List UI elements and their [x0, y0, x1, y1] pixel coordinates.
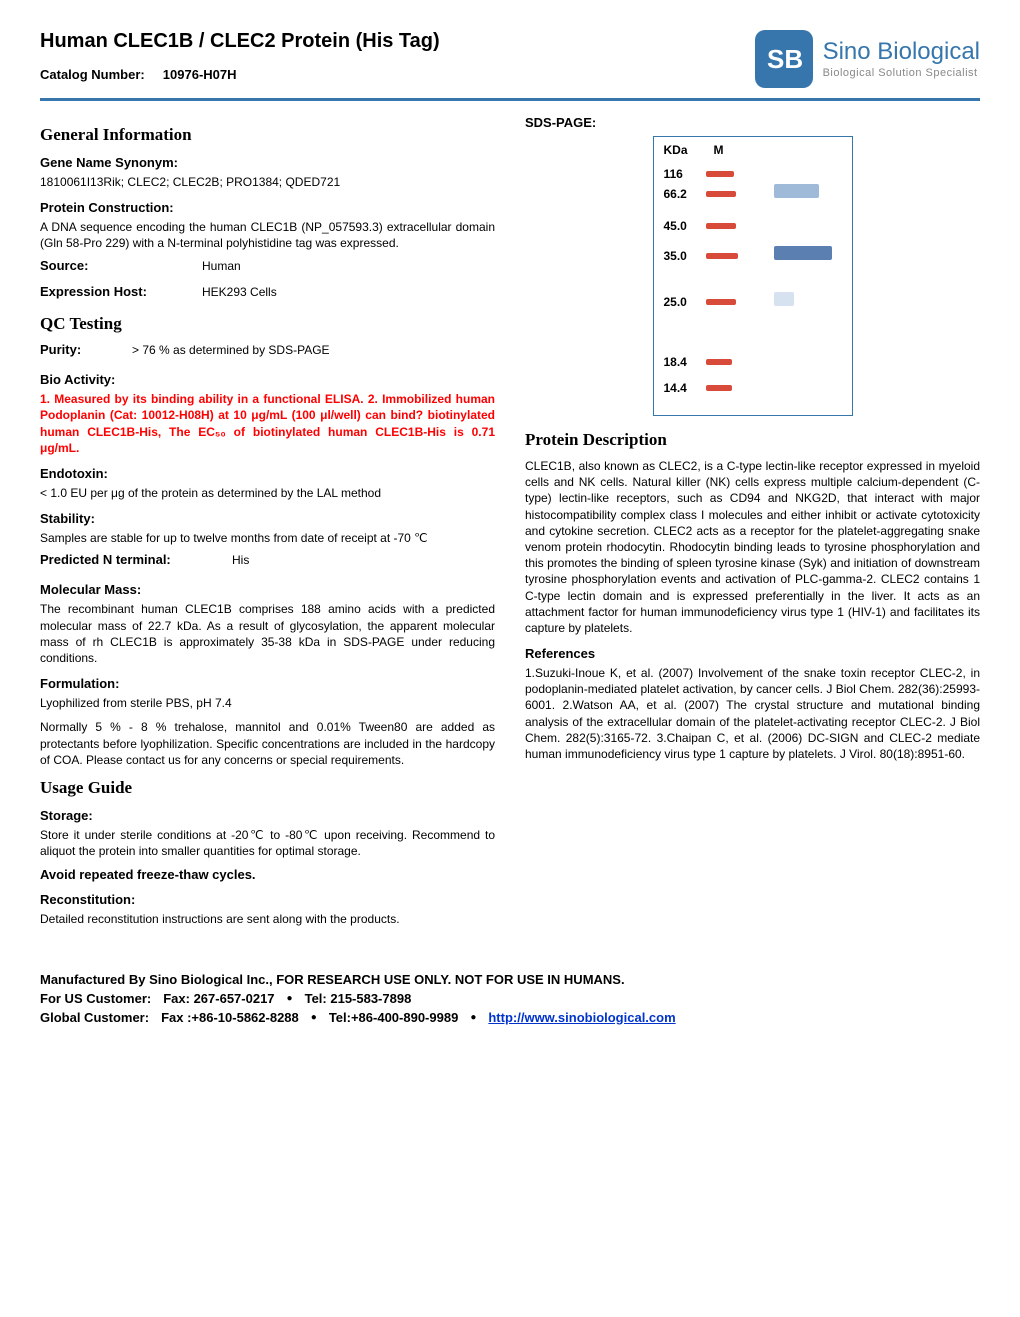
endotoxin-label: Endotoxin: [40, 466, 495, 481]
footer-us-tel: Tel: 215-583-7898 [305, 991, 412, 1006]
gel-kda-label: KDa [664, 143, 688, 157]
bullet-icon: ● [311, 1012, 317, 1023]
footer-us-fax: Fax: 267-657-0217 [163, 991, 274, 1006]
svg-text:SB: SB [767, 44, 803, 74]
predicted-n-value: His [232, 552, 249, 568]
gene-syn-label: Gene Name Synonym: [40, 155, 495, 170]
gel-marker-num: 45.0 [664, 219, 700, 233]
protein-construction-label: Protein Construction: [40, 200, 495, 215]
divider [40, 98, 980, 101]
gel-marker-num: 18.4 [664, 355, 700, 369]
section-usage: Usage Guide [40, 778, 495, 798]
page-title: Human CLEC1B / CLEC2 Protein (His Tag) [40, 30, 755, 53]
footer-us-label: For US Customer: [40, 991, 151, 1006]
purity-label: Purity: [40, 342, 100, 357]
purity-value: > 76 % as determined by SDS-PAGE [132, 342, 330, 358]
formulation2: Normally 5 % - 8 % trehalose, mannitol a… [40, 719, 495, 768]
logo: SB Sino Biological Biological Solution S… [755, 30, 980, 88]
gel-row: 25.0 [664, 295, 736, 309]
gel-row: 45.0 [664, 219, 736, 233]
predicted-n-row: Predicted N terminal: His [40, 552, 495, 572]
stability: Samples are stable for up to twelve mont… [40, 530, 495, 546]
gel-row: 18.4 [664, 355, 732, 369]
source-value: Human [202, 258, 241, 274]
gel-marker-band [706, 299, 736, 305]
bullet-icon: ● [470, 1012, 476, 1023]
logo-text: Sino Biological Biological Solution Spec… [823, 38, 980, 80]
section-qc: QC Testing [40, 314, 495, 334]
gel-row: 35.0 [664, 249, 738, 263]
logo-badge: SB [755, 30, 813, 88]
gel-row: 14.4 [664, 381, 732, 395]
header: Human CLEC1B / CLEC2 Protein (His Tag) C… [40, 30, 980, 88]
gel-row: 116 [664, 167, 734, 181]
source-label: Source: [40, 258, 170, 273]
catalog-value: 10976-H07H [163, 67, 237, 82]
gel-marker-band [706, 385, 732, 391]
bioactivity: 1. Measured by its binding ability in a … [40, 391, 495, 456]
catalog-label: Catalog Number: [40, 67, 145, 82]
endotoxin: < 1.0 EU per μg of the protein as determ… [40, 485, 495, 501]
bioactivity-label: Bio Activity: [40, 372, 495, 387]
section-protein-description: Protein Description [525, 430, 980, 450]
predicted-n-label: Predicted N terminal: [40, 552, 200, 567]
sds-label: SDS-PAGE: [525, 115, 980, 130]
footer-us: For US Customer: Fax: 267-657-0217 ● Tel… [40, 991, 980, 1006]
gel-marker-band [706, 223, 736, 229]
gel-marker-band [706, 253, 738, 259]
reconstitution: Detailed reconstitution instructions are… [40, 911, 495, 927]
gel-marker-band [706, 191, 736, 197]
reconstitution-label: Reconstitution: [40, 892, 495, 907]
gel-marker-num: 116 [664, 167, 700, 181]
storage-label: Storage: [40, 808, 495, 823]
footer-line0: Manufactured By Sino Biological Inc., FO… [40, 972, 980, 987]
gel-marker-band [706, 359, 732, 365]
protein-construction: A DNA sequence encoding the human CLEC1B… [40, 219, 495, 251]
source-row: Source: Human [40, 258, 495, 278]
section-general-info: General Information [40, 125, 495, 145]
footer-url-link[interactable]: http://www.sinobiological.com [488, 1010, 675, 1025]
footer-global-label: Global Customer: [40, 1010, 149, 1025]
footer: Manufactured By Sino Biological Inc., FO… [40, 972, 980, 1025]
gel-image: KDa M 116 66.2 45.0 35.0 25.0 18.4 14.4 [653, 136, 853, 416]
gene-syn: 1810061I13Rik; CLEC2; CLEC2B; PRO1384; Q… [40, 174, 495, 190]
protein-description-text: CLEC1B, also known as CLEC2, is a C-type… [525, 458, 980, 636]
formulation-label: Formulation: [40, 676, 495, 691]
bullet-icon: ● [287, 993, 293, 1004]
host-value: HEK293 Cells [202, 284, 277, 300]
left-column: General Information Gene Name Synonym: 1… [40, 115, 495, 932]
mass-label: Molecular Mass: [40, 582, 495, 597]
gel-marker-num: 14.4 [664, 381, 700, 395]
storage: Store it under sterile conditions at -20… [40, 827, 495, 859]
catalog-line: Catalog Number: 10976-H07H [40, 67, 755, 82]
footer-global-fax: Fax :+86-10-5862-8288 [161, 1010, 299, 1025]
right-column: SDS-PAGE: KDa M 116 66.2 45.0 35.0 25.0 18.4 1… [525, 115, 980, 932]
footer-global-tel: Tel:+86-400-890-9989 [329, 1010, 459, 1025]
gel-marker-num: 25.0 [664, 295, 700, 309]
footer-global: Global Customer: Fax :+86-10-5862-8288 ●… [40, 1010, 980, 1025]
mass: The recombinant human CLEC1B comprises 1… [40, 601, 495, 666]
content-columns: General Information Gene Name Synonym: 1… [40, 115, 980, 932]
gel-row: 66.2 [664, 187, 736, 201]
gel-sample-band [774, 184, 819, 198]
logo-badge-icon: SB [761, 36, 807, 82]
avoid: Avoid repeated freeze-thaw cycles. [40, 867, 495, 882]
gel-sample-band [774, 246, 832, 260]
references-label: References [525, 646, 980, 661]
logo-main: Sino Biological [823, 38, 980, 67]
gel-marker-num: 66.2 [664, 187, 700, 201]
host-row: Expression Host: HEK293 Cells [40, 284, 495, 304]
references-text: 1.Suzuki-Inoue K, et al. (2007) Involvem… [525, 665, 980, 762]
gel-marker-num: 35.0 [664, 249, 700, 263]
formulation1: Lyophilized from sterile PBS, pH 7.4 [40, 695, 495, 711]
stability-label: Stability: [40, 511, 495, 526]
gel-sample-band [774, 292, 794, 306]
gel-wrap: KDa M 116 66.2 45.0 35.0 25.0 18.4 14.4 [525, 136, 980, 416]
host-label: Expression Host: [40, 284, 170, 299]
gel-m-label: M [714, 143, 724, 157]
header-left: Human CLEC1B / CLEC2 Protein (His Tag) C… [40, 30, 755, 82]
gel-marker-band [706, 171, 734, 177]
purity-row: Purity: > 76 % as determined by SDS-PAGE [40, 342, 495, 362]
logo-sub: Biological Solution Specialist [823, 67, 980, 80]
